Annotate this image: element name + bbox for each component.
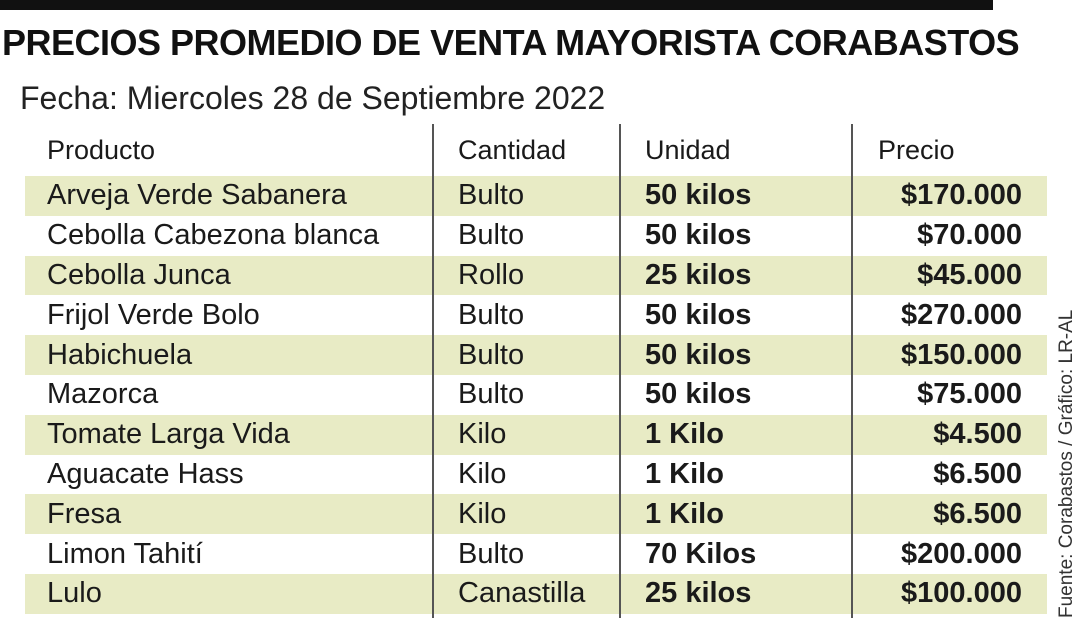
table-row: Aguacate Hass Kilo 1 Kilo $6.500 <box>25 455 1047 495</box>
cell-producto: Tomate Larga Vida <box>47 418 290 451</box>
table-row: Habichuela Bulto 50 kilos $150.000 <box>25 335 1047 375</box>
cell-precio: $4.500 <box>933 418 1022 451</box>
table-row: Tomate Larga Vida Kilo 1 Kilo $4.500 <box>25 414 1047 455</box>
cell-producto: Cebolla Cabezona blanca <box>47 219 380 252</box>
cell-producto: Cebolla Junca <box>47 258 231 291</box>
cell-precio: $100.000 <box>901 577 1022 610</box>
cell-precio: $270.000 <box>901 298 1022 331</box>
table-row: Lulo Canastilla 25 kilos $100.000 <box>25 573 1047 614</box>
table-row: Cebolla Junca Rollo 25 kilos $45.000 <box>25 255 1047 296</box>
cell-cantidad: Kilo <box>458 418 507 451</box>
cell-unidad: 1 Kilo <box>645 457 724 490</box>
cell-unidad: 70 Kilos <box>645 537 757 570</box>
cell-cantidad: Bulto <box>458 298 525 331</box>
cell-cantidad: Bulto <box>458 338 525 371</box>
cell-precio: $45.000 <box>917 258 1022 291</box>
cell-unidad: 50 kilos <box>645 338 752 371</box>
cell-unidad: 25 kilos <box>645 577 752 610</box>
cell-precio: $200.000 <box>901 537 1022 570</box>
table-row: Arveja Verde Sabanera Bulto 50 kilos $170.0… <box>25 176 1047 216</box>
table-body: Arveja Verde Sabanera Bulto 50 kilos $170.0… <box>25 176 1047 614</box>
cell-precio: $170.000 <box>901 179 1022 212</box>
cell-unidad: 50 kilos <box>645 298 752 331</box>
header-producto: Producto <box>47 134 156 165</box>
column-divider <box>851 124 853 618</box>
price-table: Producto Cantidad Unidad Precio Arveja V… <box>25 124 1047 614</box>
cell-cantidad: Canastilla <box>458 577 586 610</box>
date-subtitle: Fecha: Miercoles 28 de Septiembre 2022 <box>20 80 606 116</box>
cell-precio: $150.000 <box>901 338 1022 371</box>
cell-unidad: 50 kilos <box>645 378 752 411</box>
cell-producto: Frijol Verde Bolo <box>47 298 260 331</box>
table-row: Cebolla Cabezona blanca Bulto 50 kilos $70.… <box>25 216 1047 256</box>
header-precio: Precio <box>878 134 955 165</box>
header-cantidad: Cantidad <box>458 134 567 165</box>
cell-producto: Fresa <box>47 497 122 530</box>
cell-cantidad: Rollo <box>458 258 525 291</box>
cell-precio: $6.500 <box>933 457 1022 490</box>
cell-unidad: 1 Kilo <box>645 418 724 451</box>
table-row: Mazorca Bulto 50 kilos $75.000 <box>25 375 1047 415</box>
table-row: Frijol Verde Bolo Bulto 50 kilos $270.000 <box>25 295 1047 335</box>
cell-producto: Aguacate Hass <box>47 457 244 490</box>
table-row: Limon Tahití Bulto 70 Kilos $200.000 <box>25 534 1047 574</box>
table-header-row: Producto Cantidad Unidad Precio <box>25 124 1047 176</box>
cell-cantidad: Kilo <box>458 457 507 490</box>
cell-precio: $75.000 <box>917 378 1022 411</box>
cell-cantidad: Kilo <box>458 497 507 530</box>
cell-unidad: 50 kilos <box>645 219 752 252</box>
cell-unidad: 1 Kilo <box>645 497 724 530</box>
source-credit: Fuente: Corabastos / Gráfico: LR-AL <box>1056 309 1077 618</box>
cell-producto: Limon Tahití <box>47 537 203 570</box>
cell-producto: Arveja Verde Sabanera <box>47 179 347 212</box>
cell-cantidad: Bulto <box>458 537 525 570</box>
column-divider <box>619 124 621 618</box>
cell-precio: $6.500 <box>933 497 1022 530</box>
cell-cantidad: Bulto <box>458 179 525 212</box>
cell-unidad: 50 kilos <box>645 179 752 212</box>
cell-producto: Lulo <box>47 577 102 610</box>
cell-cantidad: Bulto <box>458 378 525 411</box>
cell-precio: $70.000 <box>917 219 1022 252</box>
cell-cantidad: Bulto <box>458 219 525 252</box>
table-row: Fresa Kilo 1 Kilo $6.500 <box>25 494 1047 535</box>
cell-producto: Habichuela <box>47 338 193 371</box>
column-divider <box>432 124 434 618</box>
page-title: PRECIOS PROMEDIO DE VENTA MAYORISTA CORA… <box>2 22 1020 63</box>
top-rule <box>0 0 993 10</box>
header-unidad: Unidad <box>645 134 731 165</box>
cell-unidad: 25 kilos <box>645 258 752 291</box>
cell-producto: Mazorca <box>47 378 159 411</box>
